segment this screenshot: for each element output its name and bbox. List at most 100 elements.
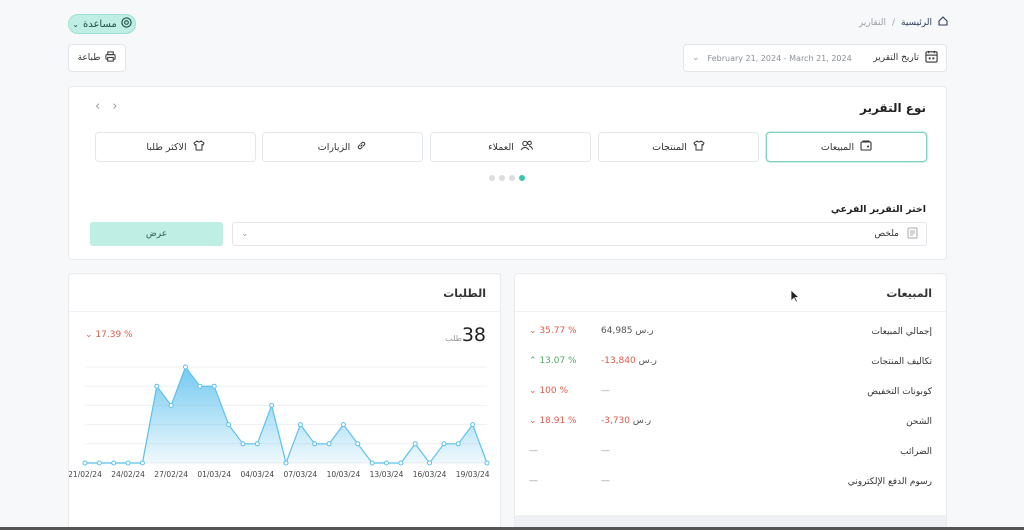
sales-row-change: — <box>529 476 538 486</box>
orders-title: الطلبات <box>443 287 486 300</box>
sales-row-amount: 64,985 ر.س <box>601 326 654 336</box>
sales-row-change: ⌃ 13.07 % <box>529 356 577 366</box>
breadcrumb: الرئيسية / التقارير <box>859 16 948 29</box>
data-point[interactable] <box>326 441 332 447</box>
carousel-dot[interactable] <box>509 175 515 181</box>
printer-icon <box>105 51 116 65</box>
tab-products[interactable]: المنتجات <box>598 132 759 162</box>
sales-row-change-value: — <box>529 476 538 486</box>
data-point[interactable] <box>470 422 476 428</box>
chevron-down-icon: ⌄ <box>529 326 537 336</box>
sales-row: الشحن -3,730 ر.س ⌄ 18.91 % <box>515 408 946 438</box>
carousel-nav: ‹ › <box>95 99 117 114</box>
carousel-dot-active[interactable] <box>519 175 525 181</box>
data-point[interactable] <box>355 441 361 447</box>
data-point[interactable] <box>340 422 346 428</box>
chevron-down-icon: ⌄ <box>72 19 79 29</box>
tab-customers[interactable]: العملاء <box>430 132 591 162</box>
orders-change: ⌄ 17.39 % <box>85 330 133 340</box>
orders-card-header: الطلبات <box>69 274 500 312</box>
sales-row-amount-value: -3,730 <box>601 416 631 426</box>
data-point[interactable] <box>96 460 102 466</box>
data-point[interactable] <box>412 441 418 447</box>
data-point[interactable] <box>283 460 289 466</box>
data-point[interactable] <box>82 460 88 466</box>
data-point[interactable] <box>269 402 275 408</box>
data-point[interactable] <box>240 441 246 447</box>
sales-row-name: إجمالي المبيعات <box>871 327 932 337</box>
sales-row-amount: -13,840 ر.س <box>601 356 657 366</box>
data-point[interactable] <box>154 383 160 389</box>
sales-row-change: ⌄ 100 % <box>529 386 568 396</box>
data-point[interactable] <box>484 460 490 466</box>
help-button[interactable]: ⌄ مساعدة <box>68 14 136 34</box>
x-tick-label: 27/02/24 <box>154 470 188 479</box>
data-point[interactable] <box>211 383 217 389</box>
sub-report-select[interactable]: ⌄ ملخص <box>232 222 927 246</box>
data-point[interactable] <box>455 441 461 447</box>
report-type-card: نوع التقرير ‹ › المبيعات المنتجات العملا… <box>68 86 947 260</box>
breadcrumb-home[interactable]: الرئيسية <box>901 17 932 28</box>
data-point[interactable] <box>139 460 145 466</box>
chevron-down-icon: ⌄ <box>85 330 93 340</box>
sales-row: الضرائب — — <box>515 438 946 468</box>
sales-row-change-value: 18.91 % <box>539 416 577 426</box>
sub-report-label: اختر التقرير الفرعي <box>830 204 926 215</box>
data-point[interactable] <box>254 441 260 447</box>
carousel-dot[interactable] <box>499 175 505 181</box>
data-point[interactable] <box>427 460 433 466</box>
tab-products-label: المنتجات <box>652 141 687 153</box>
breadcrumb-current: التقارير <box>858 17 886 28</box>
data-point[interactable] <box>297 422 303 428</box>
print-button[interactable]: طباعة <box>68 44 126 72</box>
tab-sales-label: المبيعات <box>820 141 855 153</box>
breadcrumb-separator: / <box>891 17 895 28</box>
data-point[interactable] <box>441 441 447 447</box>
x-tick-label: 19/03/24 <box>456 470 490 479</box>
data-point[interactable] <box>197 383 203 389</box>
sales-row-change: ⌄ 35.77 % <box>529 326 577 336</box>
data-point[interactable] <box>125 460 131 466</box>
tab-visits[interactable]: الزيارات <box>262 132 423 162</box>
chevron-right-icon[interactable]: › <box>112 99 118 114</box>
sales-row-amount-value: — <box>601 476 610 486</box>
home-icon <box>938 16 948 29</box>
data-point[interactable] <box>168 402 174 408</box>
view-button[interactable]: عرض <box>90 222 223 246</box>
orders-unit: طلب <box>445 334 462 343</box>
data-point[interactable] <box>183 364 188 370</box>
x-tick-label: 13/03/24 <box>370 470 404 479</box>
date-range-value: February 21, 2024 - March 21, 2024 <box>707 53 852 63</box>
help-label: مساعدة <box>82 18 117 30</box>
bottom-edge <box>0 527 1024 530</box>
sales-row-name: تكاليف المنتجات <box>871 357 932 367</box>
sales-row: تكاليف المنتجات -13,840 ر.س ⌃ 13.07 % <box>515 348 946 378</box>
chevron-left-icon[interactable]: ‹ <box>95 99 101 114</box>
tab-visits-label: الزيارات <box>317 141 351 153</box>
data-point[interactable] <box>369 460 375 466</box>
data-point[interactable] <box>384 460 389 466</box>
tab-sales[interactable]: المبيعات <box>766 132 927 162</box>
tab-most-ordered[interactable]: الاكثر طلبا <box>95 132 256 162</box>
print-label: طباعة <box>77 53 101 63</box>
chevron-down-icon: ⌄ <box>529 416 537 426</box>
data-point[interactable] <box>312 441 318 447</box>
currency-label: ر.س <box>635 326 654 336</box>
sales-row-change: — <box>529 446 538 456</box>
currency-label: ر.س <box>638 356 657 366</box>
chevron-down-icon: ⌄ <box>529 386 537 396</box>
mouse-cursor-icon <box>790 288 801 307</box>
data-point[interactable] <box>226 422 232 428</box>
sales-row-change-value: 13.07 % <box>539 356 577 366</box>
data-point[interactable] <box>398 460 404 466</box>
data-point[interactable] <box>111 460 117 466</box>
x-tick-label: 10/03/24 <box>327 470 361 479</box>
chevron-down-icon: ⌄ <box>241 229 249 239</box>
shirt-icon <box>192 140 205 154</box>
carousel-dots <box>489 175 525 181</box>
x-tick-label: 04/03/24 <box>240 470 274 479</box>
document-icon <box>907 227 918 242</box>
x-tick-label: 24/02/24 <box>111 470 145 479</box>
carousel-dot[interactable] <box>489 175 495 181</box>
date-range-picker[interactable]: ⌄ February 21, 2024 - March 21, 2024 تار… <box>683 44 947 72</box>
